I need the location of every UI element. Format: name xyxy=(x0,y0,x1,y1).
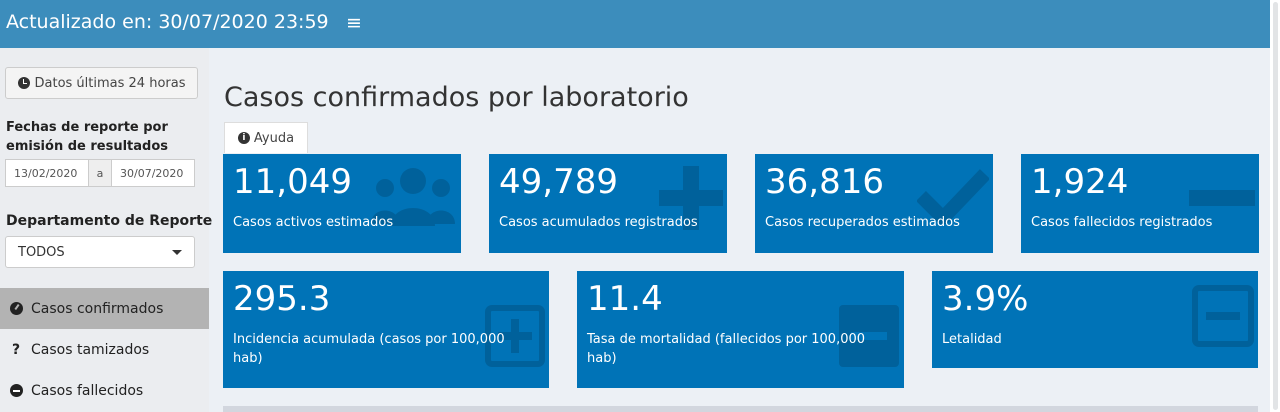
stat-value: 11,049 xyxy=(233,162,352,202)
stat-label: Casos fallecidos registrados xyxy=(1031,215,1213,230)
stat-value: 11.4 xyxy=(587,279,663,319)
date-range-separator: a xyxy=(88,160,112,186)
plus-square-icon xyxy=(485,305,545,367)
info-icon: i xyxy=(237,132,250,144)
stat-label: Casos acumulados registrados xyxy=(499,215,698,230)
report-dates-label: Fechas de reporte por emisión de resulta… xyxy=(6,120,169,154)
minus-icon xyxy=(1189,190,1255,206)
scrollbar-thumb[interactable] xyxy=(1273,2,1278,410)
sidebar-item-label: Casos fallecidos xyxy=(31,382,144,399)
check-icon xyxy=(917,169,989,224)
question-icon: ? xyxy=(11,341,21,358)
stat-box-accumulated-cases: 49,789 Casos acumulados registrados xyxy=(489,154,727,253)
sidebar-item-label: Casos confirmados xyxy=(31,300,164,317)
stat-label: Casos activos estimados xyxy=(233,215,394,230)
end-date-input[interactable] xyxy=(112,160,194,186)
stat-box-recovered-cases: 36,816 Casos recuperados estimados xyxy=(755,154,993,253)
clock-icon xyxy=(17,77,30,89)
minus-circle-icon xyxy=(9,384,23,397)
stat-value: 49,789 xyxy=(499,162,618,202)
stat-label: Letalidad xyxy=(942,332,1002,347)
help-tab-label: Ayuda xyxy=(253,130,295,146)
stat-value: 295.3 xyxy=(233,279,331,319)
stat-box-cumulative-incidence: 295.3 Incidencia acumulada (casos por 10… xyxy=(223,271,549,388)
minus-square-icon xyxy=(1192,285,1254,347)
stat-value: 3.9% xyxy=(942,279,1029,319)
help-tab[interactable]: i Ayuda xyxy=(224,122,308,153)
stat-label: Incidencia acumulada (casos por 100,000 … xyxy=(233,332,505,366)
stat-box-active-cases: 11,049 Casos activos estimados xyxy=(223,154,461,253)
dashboard-icon xyxy=(9,302,23,315)
minus-square-icon xyxy=(839,305,899,367)
sidebar-item-label: Casos tamizados xyxy=(31,341,150,358)
department-selected-value: TODOS xyxy=(18,244,65,260)
page-title: Casos confirmados por laboratorio xyxy=(224,82,689,113)
last-24h-button[interactable]: Datos últimas 24 horas xyxy=(5,67,198,99)
hamburger-icon[interactable]: ≡ xyxy=(346,12,362,34)
sidebar-item-casos-tamizados[interactable]: ? Casos tamizados xyxy=(0,329,209,370)
users-icon xyxy=(371,168,455,226)
department-select[interactable]: TODOS xyxy=(5,236,195,268)
start-date-input[interactable] xyxy=(6,160,88,186)
stat-box-mortality-rate: 11.4 Tasa de mortalidad (fallecidos por … xyxy=(577,271,904,388)
content-panel-edge xyxy=(223,406,1258,412)
sidebar-item-casos-confirmados[interactable]: Casos confirmados xyxy=(0,288,209,329)
sidebar-item-casos-fallecidos[interactable]: Casos fallecidos xyxy=(0,370,209,411)
stat-box-lethality: 3.9% Letalidad xyxy=(932,271,1258,368)
date-range-picker: a xyxy=(5,159,195,187)
last-24h-button-label: Datos últimas 24 horas xyxy=(34,75,186,91)
top-header: Actualizado en: 30/07/2020 23:59 ≡ xyxy=(0,0,1270,48)
sidebar: Datos últimas 24 horas Fechas de reporte… xyxy=(0,48,213,412)
stat-value: 1,924 xyxy=(1031,162,1129,202)
chevron-down-icon xyxy=(172,249,182,255)
plus-icon xyxy=(659,166,723,230)
stat-box-deceased-cases: 1,924 Casos fallecidos registrados xyxy=(1021,154,1259,253)
department-label: Departamento de Reporte xyxy=(6,213,213,229)
stat-label: Casos recuperados estimados xyxy=(765,215,960,230)
stat-value: 36,816 xyxy=(765,162,884,202)
stat-label: Tasa de mortalidad (fallecidos por 100,0… xyxy=(587,332,866,366)
update-timestamp-title: Actualizado en: 30/07/2020 23:59 xyxy=(6,11,329,33)
